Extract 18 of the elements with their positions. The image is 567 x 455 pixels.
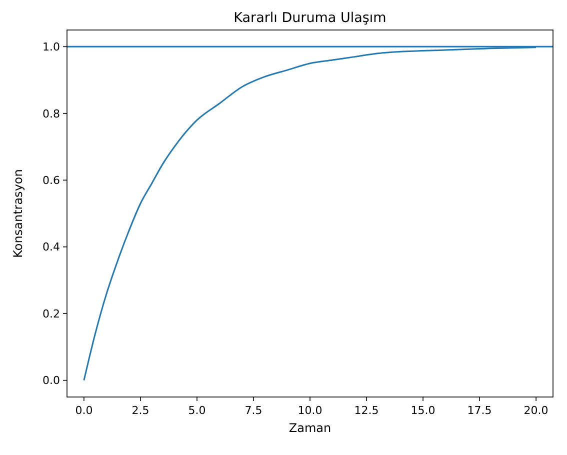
x-axis-title: Zaman [288, 421, 332, 435]
y-tick-label: 1.0 [42, 40, 60, 54]
x-tick-label: 12.5 [354, 404, 379, 417]
x-tick-label: 20.0 [524, 404, 548, 417]
y-tick-label: 0.2 [42, 307, 60, 320]
y-tick-label: 0.6 [42, 174, 60, 187]
x-tick-label: 7.5 [244, 404, 262, 417]
y-axis-title: Konsantrasyon [11, 169, 25, 258]
y-tick-label: 0.8 [42, 107, 60, 120]
x-tick-label: 17.5 [467, 404, 492, 417]
chart-title: Kararlı Duruma Ulaşım [234, 10, 386, 26]
x-tick-label: 2.5 [132, 404, 150, 417]
x-tick-label: 10.0 [298, 404, 322, 417]
y-tick-label: 0.0 [42, 374, 60, 388]
x-tick-label: 5.0 [188, 404, 206, 417]
x-tick-label: 0.0 [75, 404, 93, 417]
x-tick-label: 15.0 [410, 404, 436, 417]
y-tick-label: 0.4 [42, 240, 60, 254]
